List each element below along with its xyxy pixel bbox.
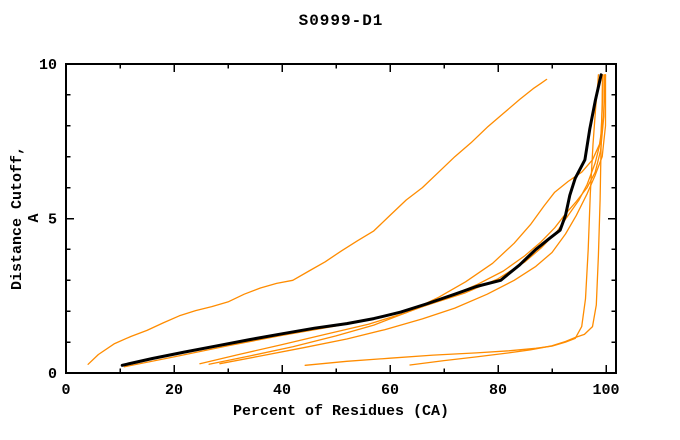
tick-labels: 0 20 40 60 80 100 0 5 10 <box>39 57 620 399</box>
series-highlighted-model <box>120 73 603 367</box>
series-model-d <box>208 74 607 365</box>
series-lines <box>87 73 607 368</box>
series-model-e <box>219 74 607 365</box>
chart-title: S0999-D1 <box>298 12 384 30</box>
series-model-f-low-flat <box>304 74 600 366</box>
y-tick-label: 10 <box>39 57 57 74</box>
x-tick-label: 60 <box>381 382 399 399</box>
x-tick-label: 0 <box>61 382 70 399</box>
series-model-b <box>123 74 604 368</box>
x-tick-label: 20 <box>165 382 183 399</box>
x-axis-label: Percent of Residues (CA) <box>232 403 450 420</box>
series-model-c <box>199 74 606 365</box>
y-tick-label: 5 <box>48 212 57 229</box>
x-tick-label: 40 <box>273 382 291 399</box>
plot-frame <box>65 63 617 374</box>
y-tick-label: 0 <box>48 366 57 383</box>
series-model-g-low-flat <box>409 74 604 366</box>
series-model-a-high-arc <box>87 78 548 365</box>
y-axis-label: Distance Cutoff, A <box>9 145 43 291</box>
x-tick-label: 80 <box>489 382 507 399</box>
x-tick-label: 100 <box>592 382 619 399</box>
axis-ticks <box>65 63 616 374</box>
